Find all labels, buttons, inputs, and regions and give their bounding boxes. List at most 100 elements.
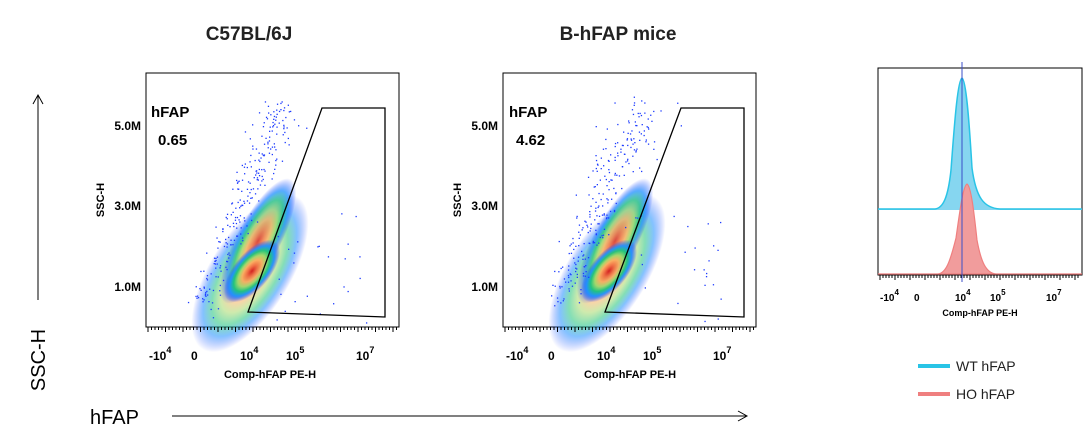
event-dot bbox=[704, 320, 706, 323]
outer-x-axis-label: hFAP bbox=[90, 407, 139, 429]
event-dot bbox=[558, 240, 560, 243]
event-dot bbox=[598, 223, 600, 225]
event-dot bbox=[288, 111, 290, 113]
event-dot bbox=[639, 139, 641, 141]
event-dot bbox=[206, 290, 208, 293]
middle-ytick-label: 1.0M bbox=[471, 280, 498, 294]
event-dot bbox=[693, 269, 696, 271]
event-dot bbox=[599, 179, 601, 181]
event-dot bbox=[578, 302, 581, 304]
middle-xtick-label: 107 bbox=[713, 345, 731, 363]
event-dot bbox=[603, 228, 606, 230]
event-dot bbox=[273, 143, 275, 145]
event-dot bbox=[204, 293, 207, 295]
middle-x-axis-label: Comp-hFAP PE-H bbox=[584, 369, 676, 381]
event-dot bbox=[231, 203, 233, 205]
event-dot bbox=[631, 130, 633, 132]
event-dot bbox=[592, 240, 594, 243]
event-dot bbox=[225, 216, 227, 219]
event-dot bbox=[610, 154, 612, 156]
event-dot bbox=[276, 109, 278, 111]
event-dot bbox=[293, 262, 295, 264]
event-dot bbox=[598, 192, 600, 195]
event-dot bbox=[276, 319, 278, 321]
event-dot bbox=[614, 159, 616, 161]
event-dot bbox=[608, 171, 611, 174]
event-dot bbox=[640, 133, 642, 135]
event-dot bbox=[272, 125, 275, 127]
event-dot bbox=[250, 154, 252, 157]
event-dot bbox=[270, 148, 272, 150]
event-dot bbox=[273, 111, 275, 113]
event-dot bbox=[633, 96, 635, 98]
event-dot bbox=[267, 147, 269, 149]
left-xtick-label: -104 bbox=[149, 345, 171, 363]
event-dot bbox=[264, 101, 267, 103]
event-dot bbox=[259, 184, 262, 186]
event-dot bbox=[600, 168, 602, 170]
event-dot bbox=[595, 229, 597, 231]
histogram-xtick-label: 105 bbox=[990, 288, 1006, 304]
event-dot bbox=[226, 246, 228, 248]
event-dot bbox=[233, 225, 235, 228]
event-dot bbox=[290, 110, 292, 113]
event-dot bbox=[263, 154, 266, 156]
event-dot bbox=[641, 124, 643, 126]
event-dot bbox=[596, 170, 598, 172]
event-dot bbox=[605, 138, 607, 141]
event-dot bbox=[673, 215, 675, 218]
event-dot bbox=[563, 278, 566, 280]
event-dot bbox=[284, 310, 286, 312]
event-dot bbox=[280, 102, 282, 105]
event-dot bbox=[568, 288, 570, 290]
event-dot bbox=[249, 192, 251, 194]
event-dot bbox=[568, 290, 570, 292]
event-dot bbox=[608, 234, 610, 236]
event-dot bbox=[567, 274, 570, 277]
ho-hfap-histogram bbox=[878, 183, 1082, 275]
event-dot bbox=[647, 126, 649, 129]
event-dot bbox=[243, 202, 246, 204]
event-dot bbox=[283, 126, 285, 128]
event-dot bbox=[238, 219, 240, 221]
event-dot bbox=[707, 223, 709, 225]
event-dot bbox=[341, 213, 343, 215]
event-dot bbox=[575, 267, 577, 269]
event-dot bbox=[264, 170, 266, 172]
event-dot bbox=[583, 254, 585, 256]
event-dot bbox=[570, 274, 572, 276]
event-dot bbox=[597, 223, 599, 225]
left-x-axis-label: Comp-hFAP PE-H bbox=[224, 369, 316, 381]
event-dot bbox=[246, 188, 249, 190]
event-dot bbox=[578, 224, 581, 226]
event-dot bbox=[607, 199, 609, 201]
left-density-cloud bbox=[187, 101, 368, 353]
event-dot bbox=[212, 317, 215, 319]
event-dot bbox=[281, 101, 283, 103]
event-dot bbox=[239, 199, 241, 201]
event-dot bbox=[266, 118, 269, 120]
event-dot bbox=[271, 146, 274, 148]
event-dot bbox=[216, 237, 218, 239]
event-dot bbox=[275, 164, 277, 166]
event-dot bbox=[250, 188, 252, 191]
left-ytick-label: 5.0M bbox=[114, 119, 141, 133]
event-dot bbox=[626, 160, 629, 162]
event-dot bbox=[244, 163, 246, 165]
event-dot bbox=[229, 226, 231, 228]
event-dot bbox=[632, 143, 634, 145]
event-dot bbox=[269, 136, 271, 138]
left-ytick-label: 3.0M bbox=[114, 199, 141, 213]
event-dot bbox=[608, 160, 610, 162]
event-dot bbox=[645, 141, 647, 143]
event-dot bbox=[615, 202, 617, 205]
event-dot bbox=[225, 238, 227, 241]
left-gate-value: 0.65 bbox=[158, 132, 187, 149]
event-dot bbox=[276, 133, 278, 135]
event-dot bbox=[236, 171, 238, 173]
event-dot bbox=[284, 141, 286, 144]
event-dot bbox=[219, 267, 221, 269]
event-dot bbox=[236, 216, 239, 219]
event-dot bbox=[614, 145, 616, 148]
event-dot bbox=[230, 214, 232, 216]
